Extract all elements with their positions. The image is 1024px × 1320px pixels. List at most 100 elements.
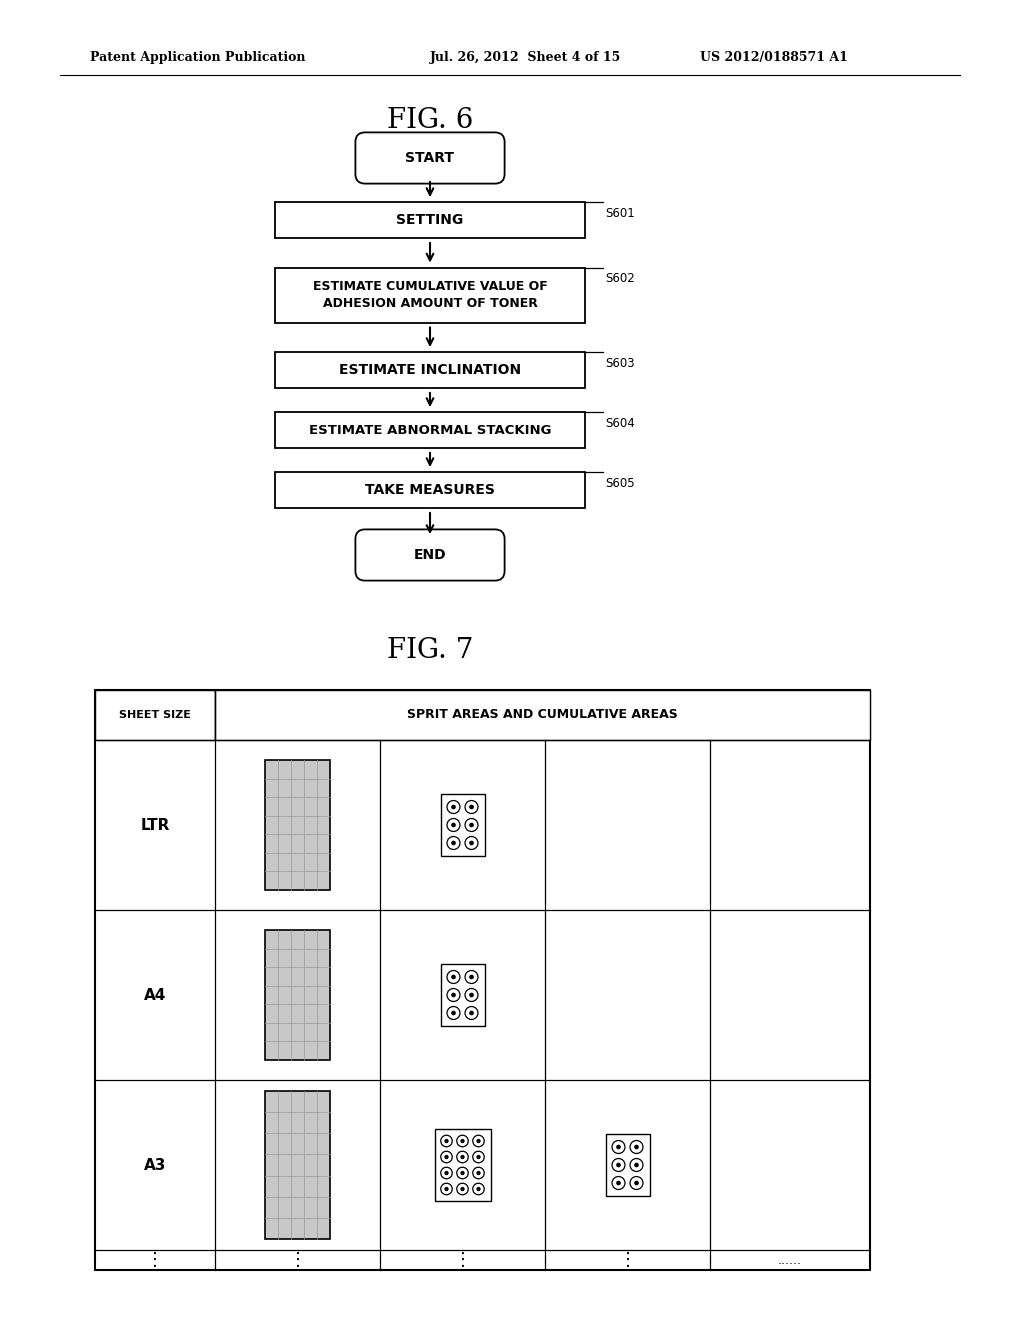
Text: Patent Application Publication: Patent Application Publication [90, 51, 305, 65]
Text: ESTIMATE CUMULATIVE VALUE OF
ADHESION AMOUNT OF TONER: ESTIMATE CUMULATIVE VALUE OF ADHESION AM… [312, 280, 548, 310]
Text: SPRIT AREAS AND CUMULATIVE AREAS: SPRIT AREAS AND CUMULATIVE AREAS [408, 709, 678, 722]
Circle shape [447, 800, 460, 813]
Text: A3: A3 [143, 1158, 166, 1172]
Circle shape [477, 1155, 480, 1159]
Bar [440, 795, 484, 855]
Text: S605: S605 [605, 477, 635, 490]
Text: ESTIMATE INCLINATION: ESTIMATE INCLINATION [339, 363, 521, 378]
Circle shape [630, 1176, 643, 1189]
Circle shape [447, 837, 460, 850]
Circle shape [635, 1146, 638, 1148]
Bar [95, 690, 870, 1270]
Circle shape [470, 841, 473, 845]
Bar [275, 202, 585, 238]
Circle shape [616, 1181, 621, 1184]
Bar [275, 268, 585, 322]
Circle shape [457, 1135, 468, 1147]
Bar [265, 931, 330, 1060]
Circle shape [470, 805, 473, 809]
Text: S601: S601 [605, 207, 635, 220]
Circle shape [452, 975, 455, 978]
Circle shape [452, 824, 455, 826]
Text: ⋮: ⋮ [289, 1251, 306, 1269]
Circle shape [452, 841, 455, 845]
Text: Jul. 26, 2012  Sheet 4 of 15: Jul. 26, 2012 Sheet 4 of 15 [430, 51, 622, 65]
Circle shape [473, 1167, 484, 1179]
Circle shape [612, 1140, 625, 1154]
Text: FIG. 6: FIG. 6 [387, 107, 473, 133]
Circle shape [477, 1172, 480, 1175]
Circle shape [635, 1163, 638, 1167]
Circle shape [465, 818, 478, 832]
Bar [265, 1092, 330, 1239]
Circle shape [452, 1011, 455, 1015]
Bar [440, 964, 484, 1026]
Bar [275, 412, 585, 447]
Circle shape [461, 1155, 464, 1159]
Circle shape [440, 1135, 453, 1147]
Bar [275, 473, 585, 508]
FancyBboxPatch shape [355, 529, 505, 581]
Circle shape [470, 1011, 473, 1015]
Circle shape [447, 970, 460, 983]
Bar [265, 760, 330, 890]
Text: FIG. 7: FIG. 7 [387, 636, 473, 664]
Text: END: END [414, 548, 446, 562]
Text: START: START [406, 150, 455, 165]
Text: SETTING: SETTING [396, 213, 464, 227]
Circle shape [440, 1167, 453, 1179]
Bar [95, 690, 215, 741]
Text: ESTIMATE ABNORMAL STACKING: ESTIMATE ABNORMAL STACKING [309, 424, 551, 437]
Circle shape [465, 837, 478, 850]
Circle shape [465, 989, 478, 1002]
Circle shape [452, 994, 455, 997]
Circle shape [465, 800, 478, 813]
Circle shape [461, 1172, 464, 1175]
Text: SHEET SIZE: SHEET SIZE [119, 710, 190, 719]
Circle shape [470, 975, 473, 978]
Bar [215, 690, 870, 741]
Text: S604: S604 [605, 417, 635, 430]
Circle shape [447, 818, 460, 832]
Circle shape [440, 1183, 453, 1195]
Circle shape [473, 1135, 484, 1147]
Circle shape [470, 994, 473, 997]
Circle shape [630, 1159, 643, 1171]
Circle shape [473, 1151, 484, 1163]
Circle shape [465, 1007, 478, 1019]
Text: US 2012/0188571 A1: US 2012/0188571 A1 [700, 51, 848, 65]
Circle shape [452, 805, 455, 809]
Circle shape [465, 970, 478, 983]
Text: TAKE MEASURES: TAKE MEASURES [366, 483, 495, 498]
Text: S603: S603 [605, 356, 635, 370]
Text: ⋮: ⋮ [454, 1251, 471, 1269]
Circle shape [457, 1183, 468, 1195]
Text: ⋮: ⋮ [146, 1251, 164, 1269]
Bar [275, 352, 585, 388]
Bar [605, 1134, 649, 1196]
Circle shape [457, 1167, 468, 1179]
Bar [434, 1129, 490, 1201]
Circle shape [445, 1139, 447, 1142]
Text: ......: ...... [778, 1254, 802, 1266]
Circle shape [470, 824, 473, 826]
Circle shape [477, 1139, 480, 1142]
Circle shape [440, 1151, 453, 1163]
Circle shape [473, 1183, 484, 1195]
Circle shape [445, 1172, 447, 1175]
Circle shape [612, 1159, 625, 1171]
Text: A4: A4 [143, 987, 166, 1002]
Text: S602: S602 [605, 272, 635, 285]
Circle shape [612, 1176, 625, 1189]
Circle shape [635, 1181, 638, 1184]
Circle shape [445, 1188, 447, 1191]
Circle shape [477, 1188, 480, 1191]
Circle shape [461, 1139, 464, 1142]
Circle shape [616, 1146, 621, 1148]
Circle shape [447, 989, 460, 1002]
Text: LTR: LTR [140, 817, 170, 833]
FancyBboxPatch shape [355, 132, 505, 183]
Circle shape [630, 1140, 643, 1154]
Circle shape [445, 1155, 447, 1159]
Circle shape [447, 1007, 460, 1019]
